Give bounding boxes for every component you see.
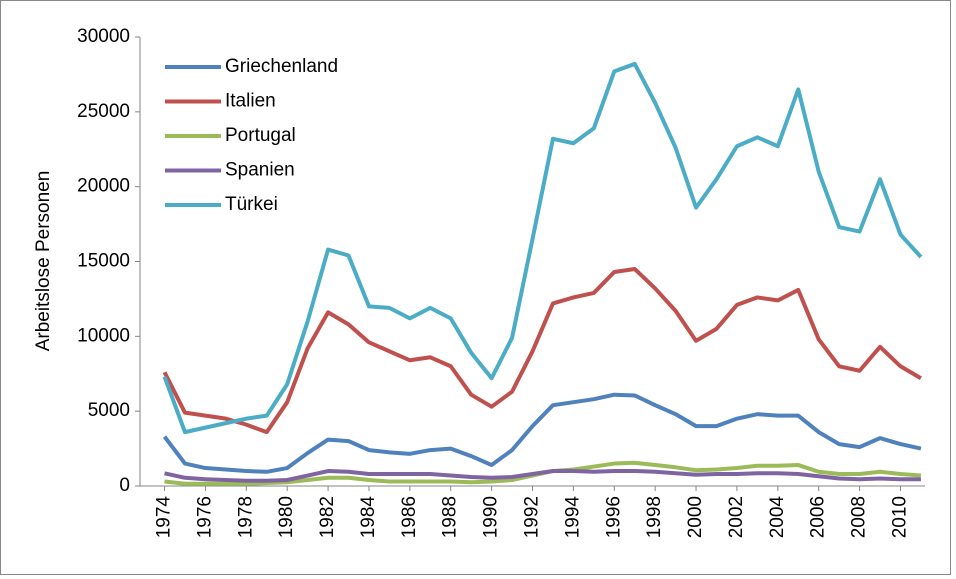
legend-label: Griechenland	[225, 56, 338, 77]
legend-label: Türkei	[225, 194, 278, 215]
x-tick-label: 2008	[849, 496, 870, 538]
y-tick-label: 30000	[77, 26, 130, 47]
line	[164, 469, 921, 483]
y-tick-label: 0	[119, 475, 130, 496]
x-tick-label: 2004	[767, 496, 788, 539]
x-tick-label: 1988	[440, 496, 461, 538]
y-axis-label: Arbeitslose Personen	[33, 171, 54, 352]
legend-label: Portugal	[225, 125, 296, 146]
x-tick-label: 1976	[194, 496, 215, 538]
x-tick-label: 2006	[808, 496, 829, 538]
legend-label: Spanien	[225, 160, 295, 181]
line	[162, 392, 922, 474]
line	[162, 61, 923, 435]
x-tick-label: 1992	[522, 496, 543, 538]
x-tick-label: 1990	[481, 496, 502, 538]
x-tick-label: 1996	[603, 496, 624, 538]
x-tick-label: 1974	[154, 496, 175, 539]
x-tick-label: 1984	[358, 496, 379, 539]
x-tick-label: 2010	[889, 496, 910, 538]
legend-label: Italien	[225, 91, 276, 112]
y-tick-label: 25000	[77, 101, 130, 122]
y-tick-label: 20000	[77, 176, 130, 197]
y-tick-label: 10000	[77, 325, 130, 346]
x-tick-label: 1978	[235, 496, 256, 538]
legend: Griechenland Italien Portugal Spanien Türkei	[165, 56, 338, 215]
x-tick-label: 2000	[685, 496, 706, 538]
x-tick-label: 1994	[562, 496, 583, 539]
x-tick-label: 1998	[644, 496, 665, 538]
x-tick-label: 1982	[317, 496, 338, 538]
line	[162, 266, 922, 435]
x-tick-label: 2002	[726, 496, 747, 538]
x-tick-label: 1986	[399, 496, 420, 538]
y-tick-label: 15000	[77, 251, 130, 272]
y-tick-label: 5000	[88, 400, 130, 421]
x-tick-label: 1980	[276, 496, 297, 538]
